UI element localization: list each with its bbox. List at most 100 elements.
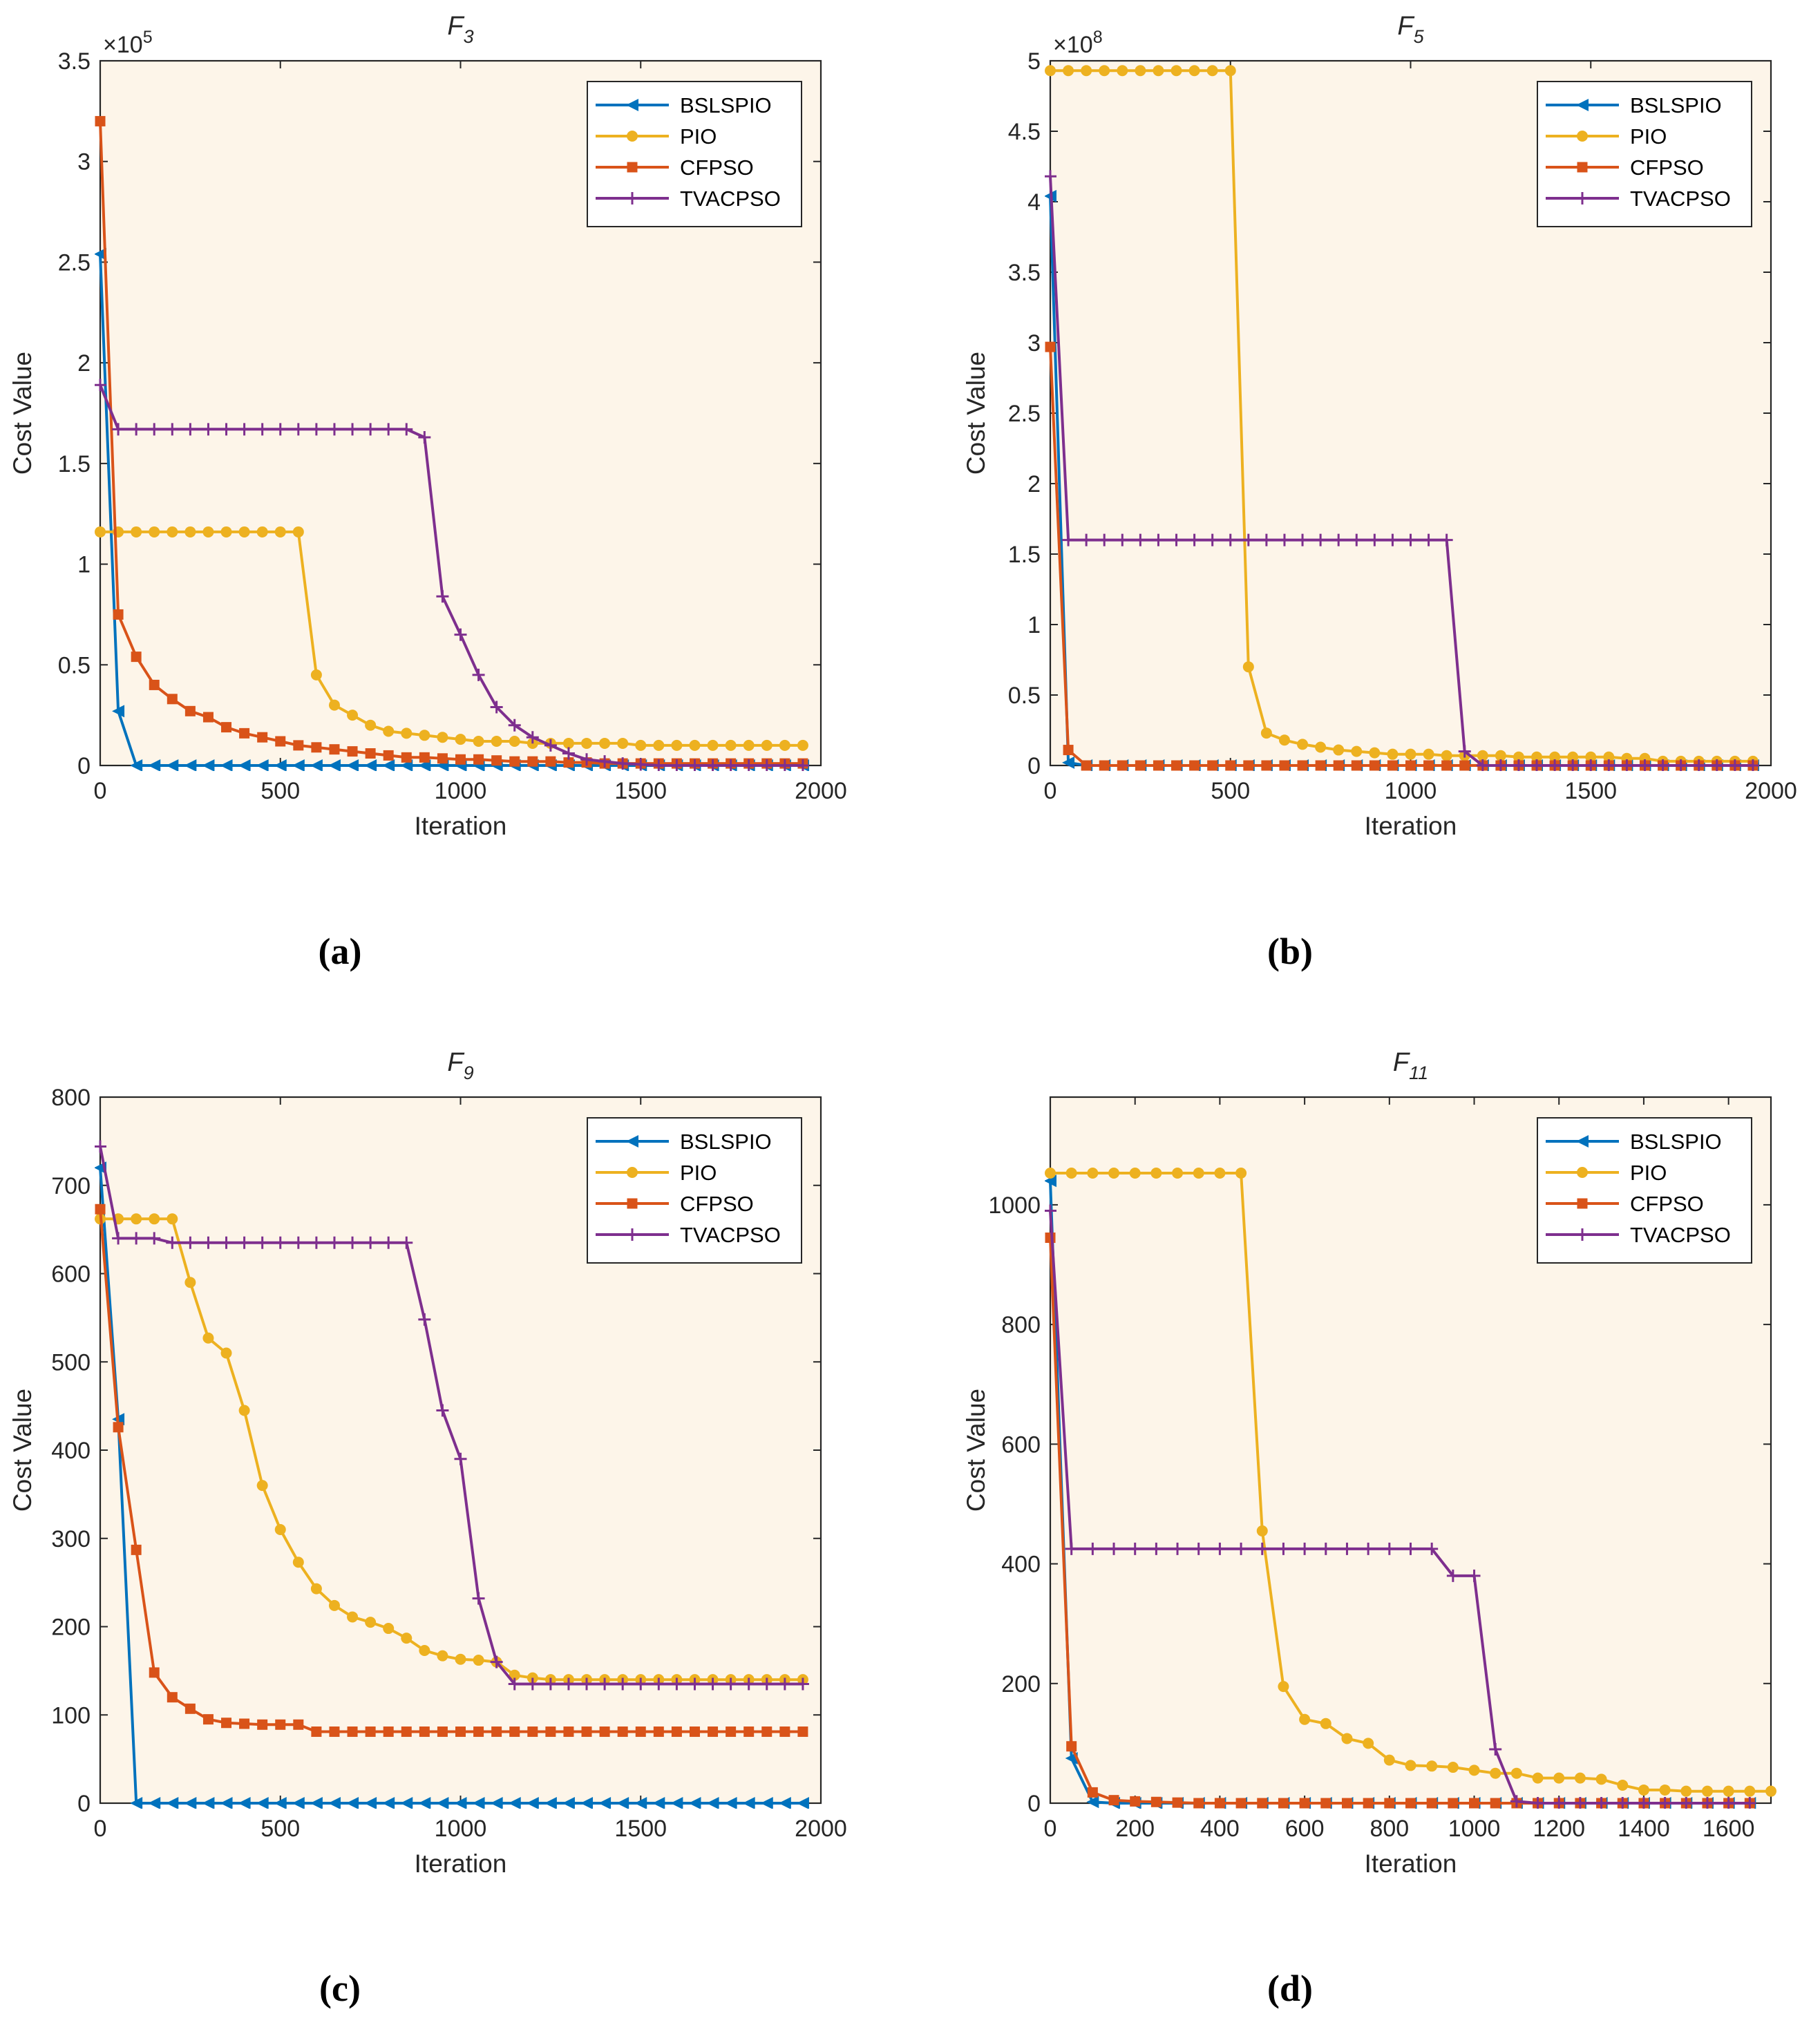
x-tick-label: 1500 — [614, 1816, 667, 1842]
data-point-tvacpso — [670, 1677, 683, 1691]
y-tick-label: 5 — [1027, 48, 1041, 75]
data-point-cfpso — [329, 1726, 340, 1738]
data-point-cfpso — [1063, 745, 1074, 756]
data-point-pio — [1087, 1167, 1099, 1179]
x-tick-label: 2000 — [1745, 778, 1797, 804]
data-point-bslspio — [1086, 1796, 1099, 1809]
data-point-cfpso — [1299, 1798, 1310, 1809]
y-tick-label: 400 — [51, 1438, 91, 1464]
data-point-cfpso — [1341, 1798, 1352, 1809]
y-tick-label: 3.5 — [1008, 260, 1041, 286]
data-point-pio — [1510, 1767, 1522, 1779]
legend-marker-bslspio — [1576, 99, 1589, 111]
legend-marker-cfpso — [627, 162, 638, 173]
data-point-pio — [1135, 65, 1146, 77]
data-point-cfpso — [202, 712, 214, 723]
data-point-cfpso — [1490, 1798, 1501, 1809]
data-point-tvacpso — [544, 1677, 557, 1691]
legend-label: TVACPSO — [1630, 187, 1731, 211]
panel-label: (d) — [1267, 1968, 1313, 2009]
y-tick-label: 2.5 — [1008, 401, 1041, 427]
data-point-tvacpso — [1098, 533, 1111, 546]
data-point-bslspio — [148, 759, 161, 771]
x-tick-label: 400 — [1200, 1816, 1240, 1842]
x-tick-label: 500 — [260, 778, 300, 804]
data-point-bslspio — [328, 1797, 341, 1809]
data-point-bslspio — [292, 1797, 305, 1809]
data-point-pio — [1441, 750, 1452, 761]
x-axis-label: Iteration — [415, 1849, 507, 1878]
data-point-tvacpso — [508, 719, 521, 732]
data-point-cfpso — [311, 1726, 322, 1738]
data-point-cfpso — [239, 1718, 250, 1729]
data-point-cfpso — [1320, 1798, 1331, 1809]
data-point-tvacpso — [472, 668, 485, 681]
data-point-tvacpso — [1134, 533, 1147, 546]
data-point-tvacpso — [400, 423, 413, 436]
x-tick-label: 1000 — [435, 778, 487, 804]
data-point-pio — [1242, 661, 1254, 673]
data-point-cfpso — [473, 754, 484, 765]
data-point-bslspio — [580, 1797, 594, 1809]
data-point-pio — [653, 739, 665, 751]
data-point-tvacpso — [1224, 533, 1237, 546]
data-point-pio — [437, 1650, 448, 1662]
data-point-pio — [1363, 1738, 1374, 1749]
series-group — [95, 1140, 809, 1809]
data-point-pio — [1765, 1785, 1776, 1797]
x-tick-label: 0 — [94, 1816, 107, 1842]
data-point-cfpso — [527, 756, 538, 767]
data-point-cfpso — [1333, 760, 1344, 771]
data-point-tvacpso — [1595, 1797, 1608, 1809]
x-tick-label: 500 — [260, 1816, 300, 1842]
legend-label: BSLSPIO — [1630, 93, 1722, 117]
data-point-cfpso — [184, 705, 196, 716]
data-point-cfpso — [726, 1726, 737, 1738]
data-point-bslspio — [130, 1797, 143, 1809]
data-point-bslspio — [526, 1797, 539, 1809]
data-point-pio — [328, 1599, 340, 1611]
data-point-tvacpso — [1553, 1797, 1566, 1809]
data-point-tvacpso — [1255, 1542, 1269, 1555]
data-point-cfpso — [1469, 1798, 1480, 1809]
data-point-tvacpso — [1692, 759, 1705, 771]
data-point-bslspio — [95, 247, 106, 260]
legend: BSLSPIO PIO CFPSO TVACPSO — [587, 1117, 802, 1264]
data-point-tvacpso — [1192, 1542, 1205, 1555]
data-point-bslspio — [634, 1797, 647, 1809]
data-point-cfpso — [1171, 760, 1182, 771]
data-point-cfpso — [1278, 1798, 1289, 1809]
data-point-tvacpso — [1319, 1542, 1332, 1555]
data-point-bslspio — [274, 759, 287, 771]
data-point-cfpso — [239, 727, 250, 739]
data-point-tvacpso — [1573, 1797, 1586, 1809]
data-point-cfpso — [1130, 1796, 1141, 1807]
data-point-bslspio — [256, 759, 269, 771]
data-point-pio — [149, 526, 160, 537]
data-point-pio — [274, 526, 286, 537]
data-point-tvacpso — [364, 1236, 377, 1249]
data-point-cfpso — [293, 1719, 304, 1730]
data-point-tvacpso — [1170, 533, 1183, 546]
data-point-cfpso — [1363, 1798, 1374, 1809]
data-point-bslspio — [508, 1797, 521, 1809]
legend-label: PIO — [1630, 1161, 1667, 1185]
data-point-tvacpso — [1340, 1542, 1354, 1555]
data-point-cfpso — [113, 1422, 124, 1433]
data-point-tvacpso — [130, 423, 143, 436]
data-point-cfpso — [329, 744, 340, 755]
data-point-pio — [761, 739, 772, 751]
data-point-pio — [1214, 1167, 1226, 1179]
chart-title: F11 — [1393, 1048, 1428, 1083]
y-tick-label: 3 — [77, 149, 91, 175]
data-point-bslspio — [652, 1797, 665, 1809]
data-point-pio — [1744, 1785, 1756, 1797]
data-point-cfpso — [149, 1667, 160, 1678]
legend-label: BSLSPIO — [1630, 1130, 1722, 1154]
data-point-pio — [1099, 65, 1110, 77]
data-point-tvacpso — [742, 759, 755, 771]
data-point-pio — [1045, 1167, 1056, 1179]
data-point-tvacpso — [688, 759, 701, 771]
data-point-bslspio — [292, 759, 305, 771]
